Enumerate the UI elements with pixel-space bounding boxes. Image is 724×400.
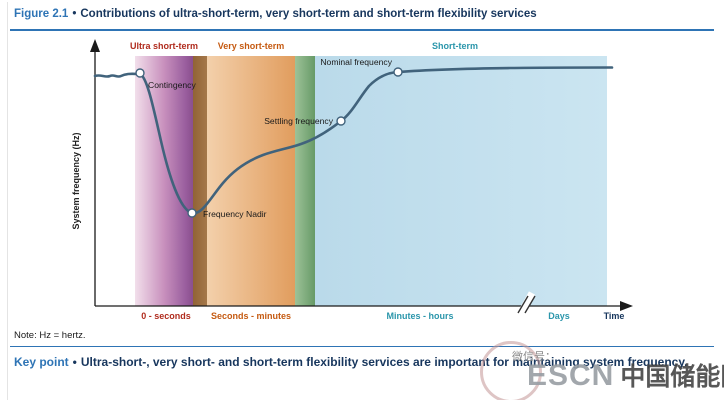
x-tick-0-seconds: 0 - seconds — [141, 311, 191, 321]
figure-label: Figure 2.1 — [14, 8, 69, 20]
phase-label-ultra-short-term: Ultra short-term — [130, 41, 198, 51]
figure-header: Figure 2.1 • Contributions of ultra-short-… — [14, 8, 537, 20]
y-axis-arrow — [90, 39, 100, 52]
band-very-short-term — [207, 56, 295, 306]
phase-bands — [135, 56, 607, 306]
key-point: Key point • Ultra-short-, very short- and … — [14, 353, 712, 372]
phase-label-short-term: Short-term — [432, 41, 478, 51]
band-short-term — [315, 56, 607, 306]
key-point-text: Ultra-short-, very short- and short-term… — [80, 355, 688, 369]
band-green-transition — [295, 56, 315, 306]
band-brown-transition — [193, 56, 207, 306]
axes — [94, 50, 622, 307]
annotation-frequency-nadir: Frequency Nadir — [203, 209, 267, 219]
marker-frequency-nadir — [187, 208, 197, 218]
x-axis-arrow — [620, 301, 633, 311]
page-left-border — [7, 2, 8, 400]
annotation-nominal-frequency: Nominal frequency — [320, 57, 392, 67]
annotation-contingency: Contingency — [148, 80, 196, 90]
key-point-label: Key point — [14, 355, 69, 369]
frequency-chart: Ultra short-term Very short-term Short-t… — [71, 39, 633, 321]
figure-bullet: • — [72, 8, 77, 20]
figure-title: Contributions of ultra-short-term, very … — [80, 8, 537, 20]
frequency-curve — [93, 66, 614, 215]
axis-break — [516, 291, 536, 317]
x-tick-minutes-hours: Minutes - hours — [387, 311, 454, 321]
marker-nominal-frequency — [393, 67, 403, 77]
phase-label-very-short-term: Very short-term — [218, 41, 285, 51]
curve-markers — [135, 67, 403, 218]
x-tick-days: Days — [548, 311, 570, 321]
annotation-settling-frequency: Settling frequency — [264, 116, 333, 126]
marker-settling-frequency — [336, 116, 346, 126]
band-ultra-short-term — [135, 56, 193, 306]
note-text: Note: Hz = hertz. — [14, 330, 86, 341]
x-tick-seconds-minutes: Seconds - minutes — [211, 311, 291, 321]
y-axis-label: System frequency (Hz) — [71, 132, 81, 229]
key-point-rule — [10, 346, 714, 347]
header-rule — [10, 29, 714, 31]
marker-contingency — [135, 68, 145, 78]
key-point-bullet: • — [72, 355, 77, 369]
time-axis-label: Time — [604, 311, 625, 321]
